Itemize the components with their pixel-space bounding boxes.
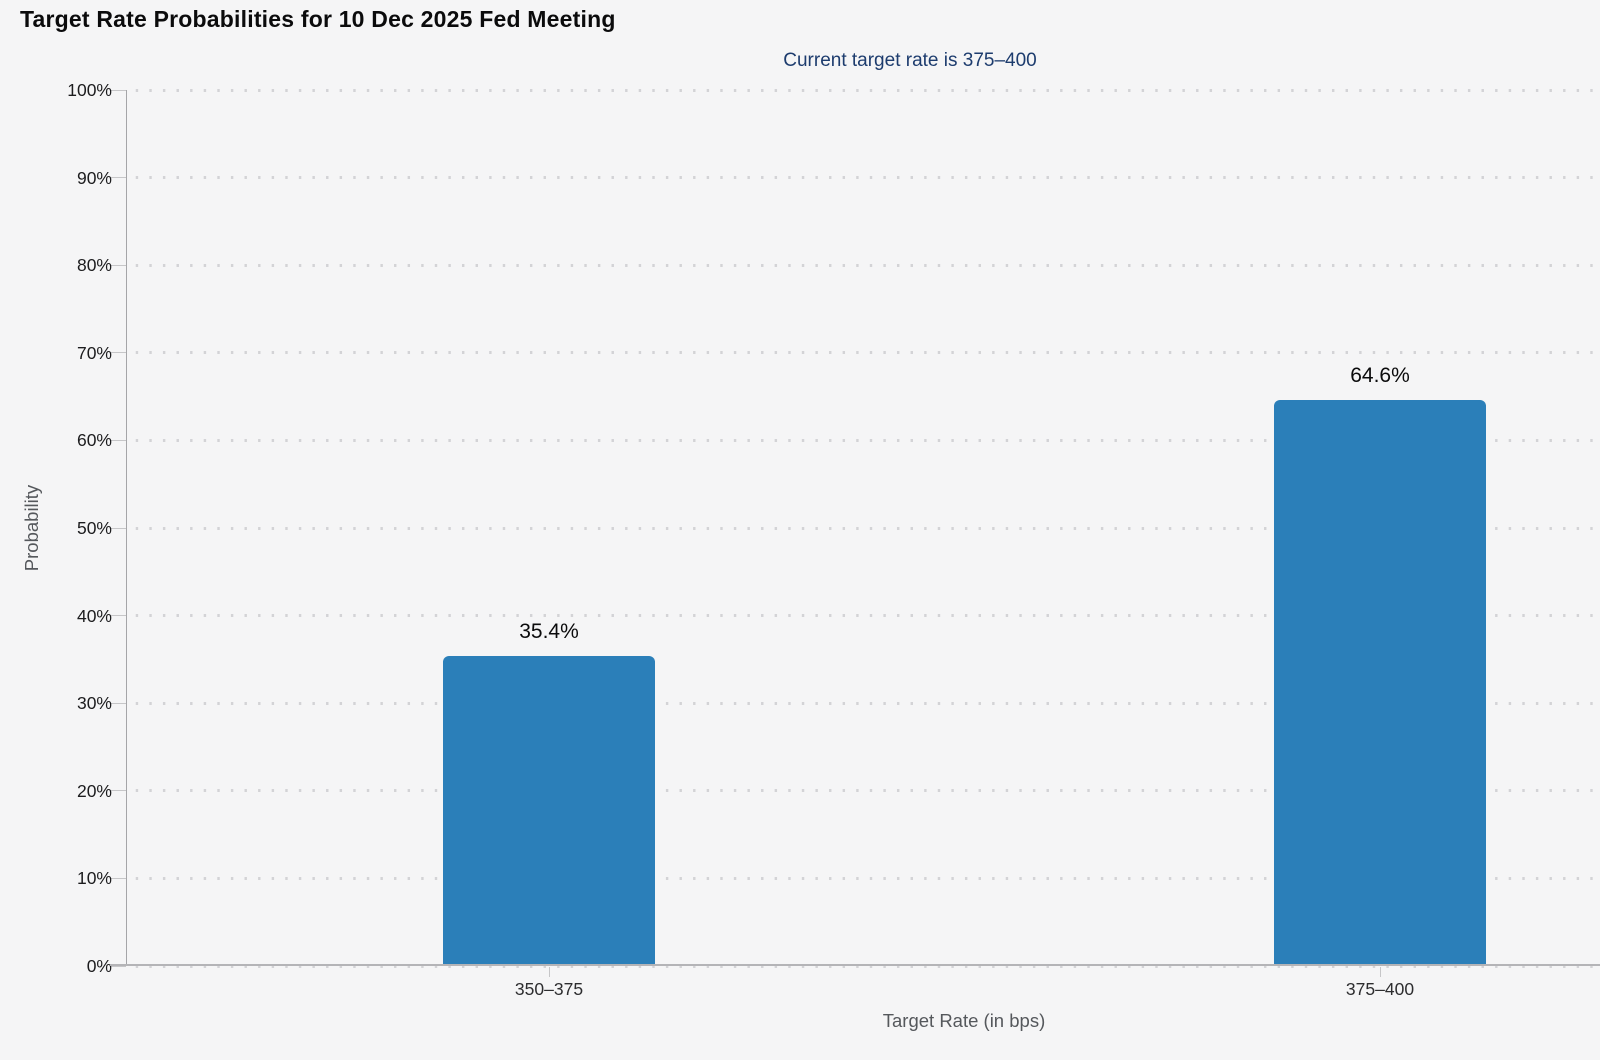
bar-value-label-350–375: 35.4% <box>519 619 579 643</box>
y-tick-label-40: 40% <box>76 605 112 626</box>
x-tick-label-375–400: 375–400 <box>1345 979 1415 999</box>
chart-title: Target Rate Probabilities for 10 Dec 202… <box>20 6 616 32</box>
y-tick-label-10: 10% <box>76 868 112 889</box>
chart-subtitle: Current target rate is 375–400 <box>783 50 1037 71</box>
x-axis-tick-375–400 <box>1379 967 1381 977</box>
gridline-20 <box>126 789 1600 793</box>
y-tick-label-60: 60% <box>76 430 112 451</box>
y-tick-label-100: 100% <box>67 80 112 100</box>
y-tick-label-70: 70% <box>76 342 112 363</box>
bar-value-label-375–400: 64.6% <box>1350 364 1410 388</box>
x-axis-title: Target Rate (in bps) <box>882 1010 1046 1031</box>
x-axis-tick-350–375 <box>548 967 550 977</box>
bar-350–375[interactable] <box>443 655 655 965</box>
gridline-0 <box>126 964 1600 968</box>
y-axis-tick-100 <box>110 89 126 91</box>
y-axis-tick-40 <box>110 615 126 617</box>
y-tick-label-90: 90% <box>76 167 112 188</box>
y-axis-tick-30 <box>110 702 126 704</box>
gridline-80 <box>126 263 1600 267</box>
y-axis-tick-10 <box>110 877 126 879</box>
y-axis-tick-90 <box>110 177 126 179</box>
y-axis-tick-0 <box>110 965 126 967</box>
gridline-50 <box>126 526 1600 530</box>
y-tick-label-30: 30% <box>76 693 112 714</box>
gridline-100 <box>126 88 1600 92</box>
gridline-60 <box>126 438 1600 442</box>
bar-375–400[interactable] <box>1274 400 1486 965</box>
y-axis-tick-20 <box>110 790 126 792</box>
y-tick-label-0: 0% <box>86 956 112 976</box>
y-axis-tick-50 <box>110 527 126 529</box>
y-axis-tick-80 <box>110 264 126 266</box>
gridline-10 <box>126 876 1600 880</box>
y-axis-line <box>126 90 127 966</box>
y-axis-tick-70 <box>110 352 126 354</box>
x-axis-line <box>110 964 1600 966</box>
gridline-90 <box>126 176 1600 180</box>
y-tick-label-80: 80% <box>76 255 112 276</box>
y-tick-label-50: 50% <box>76 518 112 538</box>
gridline-70 <box>126 351 1600 355</box>
y-tick-label-20: 20% <box>76 780 112 801</box>
x-tick-label-350–375: 350–375 <box>514 979 584 999</box>
gridline-30 <box>126 701 1600 705</box>
gridline-40 <box>126 614 1600 618</box>
y-axis-tick-60 <box>110 439 126 441</box>
